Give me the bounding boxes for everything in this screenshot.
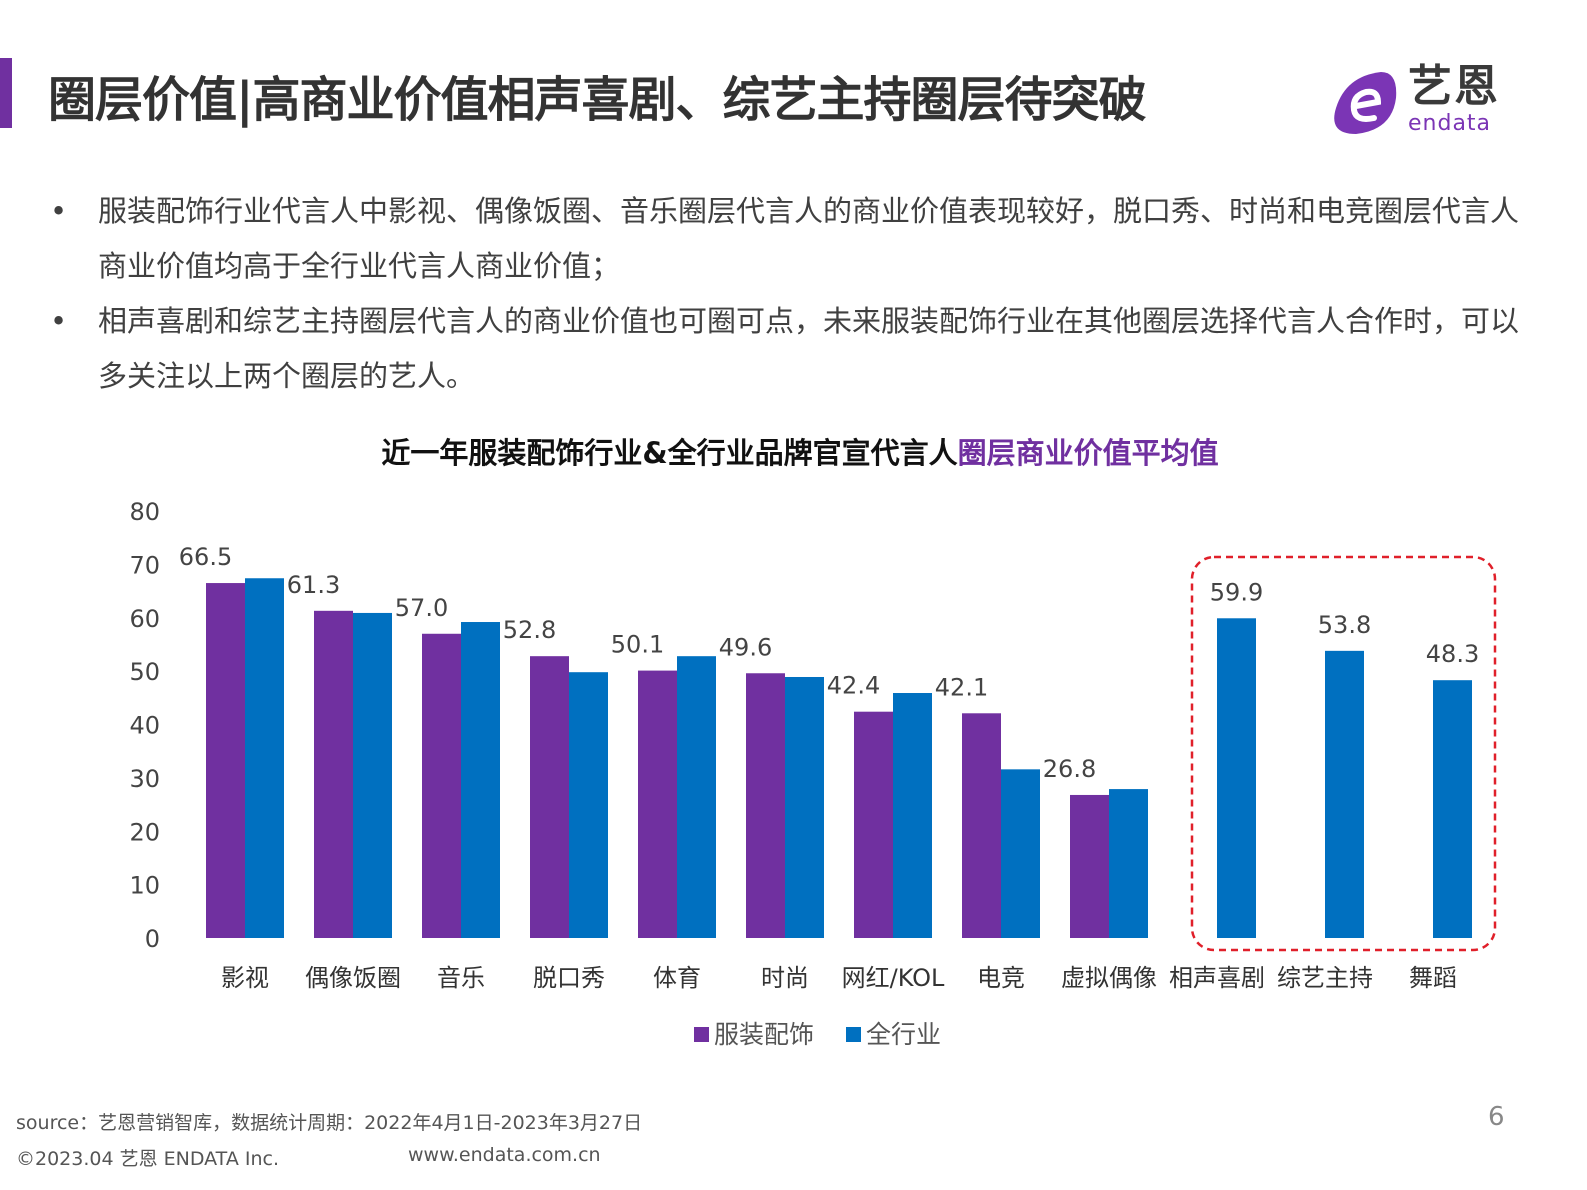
legend-swatch-服装配饰 (694, 1027, 709, 1042)
bar-全行业 (461, 622, 500, 938)
chart-title: 近一年服装配饰行业&全行业品牌官宣代言人圈层商业价值平均值 (0, 430, 1587, 472)
bar-服装配饰 (314, 610, 353, 938)
data-label: 50.1 (611, 631, 664, 659)
y-tick-label: 80 (129, 498, 160, 526)
data-label: 42.1 (935, 673, 988, 701)
bar-服装配饰 (962, 713, 1001, 938)
page-number: 6 (1488, 1102, 1505, 1132)
data-label: 49.6 (719, 633, 772, 661)
y-tick-label: 40 (129, 712, 160, 740)
bar-全行业 (1109, 789, 1148, 938)
endata-logo: 艺恩 endata (1326, 64, 1516, 140)
bar-全行业 (569, 672, 608, 938)
data-label: 52.8 (503, 616, 556, 644)
bullet-text: 服装配饰行业代言人中影视、偶像饭圈、音乐圈层代言人的商业价值表现较好，脱口秀、时… (98, 194, 1520, 283)
y-tick-label: 60 (129, 605, 160, 633)
bar-全行业 (1325, 650, 1364, 938)
data-label: 53.8 (1318, 611, 1371, 639)
y-tick-label: 10 (129, 872, 160, 900)
y-tick-label: 70 (129, 551, 160, 579)
data-label: 66.5 (179, 543, 232, 571)
x-tick-label: 偶像饭圈 (305, 964, 401, 992)
bar-服装配饰 (746, 673, 785, 938)
bullet-list: • 服装配饰行业代言人中影视、偶像饭圈、音乐圈层代言人的商业价值表现较好，脱口秀、… (50, 184, 1520, 404)
x-tick-label: 脱口秀 (533, 964, 605, 992)
bullet-dot: • (50, 194, 68, 228)
bar-服装配饰 (854, 711, 893, 938)
legend-label: 全行业 (866, 1020, 941, 1049)
x-tick-label: 相声喜剧 (1169, 964, 1265, 992)
endata-e-icon (1334, 72, 1397, 134)
chart-title-main: 近一年服装配饰行业&全行业品牌官宣代言人 (381, 436, 958, 470)
bar-全行业 (893, 693, 932, 938)
bar-全行业 (1433, 680, 1472, 938)
source-note: source：艺恩营销智库，数据统计周期：2022年4月1日-2023年3月27… (16, 1112, 643, 1134)
bullet-text: 相声喜剧和综艺主持圈层代言人的商业价值也可圈可点，未来服装配饰行业在其他圈层选择… (98, 304, 1520, 393)
legend-label: 服装配饰 (714, 1020, 814, 1049)
data-label: 26.8 (1043, 755, 1096, 783)
website-link[interactable]: www.endata.com.cn (408, 1144, 601, 1166)
y-tick-label: 50 (129, 658, 160, 686)
bar-全行业 (1217, 618, 1256, 938)
x-tick-label: 体育 (653, 964, 701, 992)
x-tick-label: 时尚 (761, 964, 809, 992)
page-title: 圈层价值|高商业价值相声喜剧、综艺主持圈层待突破 (48, 72, 1147, 128)
bar-服装配饰 (530, 656, 569, 938)
x-tick-label: 舞蹈 (1409, 964, 1457, 992)
x-tick-label: 音乐 (437, 964, 485, 992)
x-tick-label: 综艺主持 (1277, 964, 1373, 992)
bar-全行业 (353, 612, 392, 938)
bullet-item: • 服装配饰行业代言人中影视、偶像饭圈、音乐圈层代言人的商业价值表现较好，脱口秀、… (50, 184, 1520, 294)
data-label: 61.3 (287, 571, 340, 599)
x-tick-label: 影视 (221, 964, 269, 992)
logo-text-en: endata (1408, 111, 1492, 136)
legend-swatch-全行业 (846, 1027, 861, 1042)
bullet-dot: • (50, 304, 68, 338)
data-label: 57.0 (395, 594, 448, 622)
chart-title-highlight: 圈层商业价值平均值 (957, 436, 1219, 470)
bar-全行业 (245, 578, 284, 938)
bar-全行业 (677, 656, 716, 938)
copyright: ©2023.04 艺恩 ENDATA Inc. (16, 1148, 279, 1170)
highlight-box (1190, 555, 1497, 952)
bullet-item: • 相声喜剧和综艺主持圈层代言人的商业价值也可圈可点，未来服装配饰行业在其他圈层选… (50, 294, 1520, 404)
title-accent-bar (0, 58, 12, 128)
bar-全行业 (785, 676, 824, 938)
y-tick-label: 0 (145, 925, 160, 953)
y-tick-label: 30 (129, 765, 160, 793)
bar-服装配饰 (206, 583, 245, 938)
x-tick-label: 虚拟偶像 (1061, 964, 1157, 992)
bar-服装配饰 (1070, 794, 1109, 938)
x-tick-label: 电竞 (977, 964, 1025, 992)
x-tick-label: 网红/KOL (842, 964, 945, 992)
data-label: 42.4 (827, 672, 880, 700)
bar-服装配饰 (638, 670, 677, 938)
logo-text-cn: 艺恩 (1408, 61, 1500, 112)
bar-全行业 (1001, 769, 1040, 938)
data-label: 48.3 (1426, 640, 1479, 668)
data-label: 59.9 (1210, 578, 1263, 606)
bar-服装配饰 (422, 633, 461, 938)
y-tick-label: 20 (129, 818, 160, 846)
